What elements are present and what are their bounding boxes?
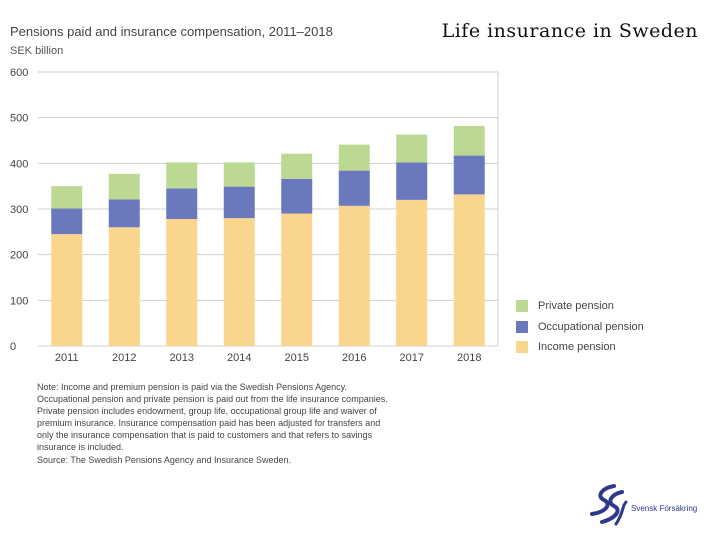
- bar-segment: [223, 218, 255, 346]
- legend-item: Income pension: [516, 337, 644, 358]
- bar-segment: [396, 134, 428, 163]
- y-tick-label: 600: [10, 67, 28, 79]
- x-tick-label: 2012: [112, 352, 136, 364]
- x-tick-label: 2013: [170, 352, 194, 364]
- logo: Svensk Försäkring: [584, 482, 704, 528]
- legend-swatch: [516, 341, 528, 354]
- bar-segment: [453, 155, 485, 195]
- bar-segment: [166, 188, 198, 220]
- chart-note: Note: Income and premium pension is paid…: [37, 381, 457, 466]
- x-tick-label: 2017: [400, 352, 424, 364]
- bar-segment: [223, 162, 255, 187]
- x-tick-label: 2016: [342, 352, 366, 364]
- bar-segment: [51, 208, 83, 235]
- bar-segment: [108, 199, 140, 228]
- bar-segment: [396, 162, 428, 200]
- note-line: Occupational pension and private pension…: [37, 394, 388, 405]
- x-tick-label: 2011: [55, 352, 79, 364]
- note-line: only the insurance compensation that is …: [37, 430, 373, 441]
- y-tick-label: 300: [10, 204, 28, 216]
- bar-segment: [453, 194, 485, 346]
- bar-segment: [166, 219, 198, 346]
- note-line: Private pension includes endowment, grou…: [37, 406, 377, 417]
- legend-item: Private pension: [516, 296, 644, 317]
- bar-segment: [338, 144, 370, 171]
- legend-swatch: [516, 320, 528, 333]
- chart-legend: Private pension Occupational pension Incom…: [516, 296, 644, 358]
- bar-segment: [453, 125, 485, 156]
- x-tick-label: 2015: [285, 352, 309, 364]
- logo-text: Svensk Försäkring: [631, 504, 698, 513]
- bar-segment: [108, 227, 140, 346]
- slide-title: Life insurance in Sweden: [441, 20, 698, 42]
- note-line: Note: Income and premium pension is paid…: [37, 382, 348, 392]
- chart-title: Pensions paid and insurance compensation…: [10, 24, 333, 39]
- legend-label: Private pension: [538, 300, 614, 313]
- y-tick-label: 100: [10, 295, 28, 307]
- legend-item: Occupational pension: [516, 317, 644, 338]
- legend-label: Occupational pension: [538, 320, 644, 333]
- y-tick-label: 200: [10, 250, 28, 262]
- bar-segment: [338, 205, 370, 346]
- note-line: premium insurance. Insurance compensatio…: [37, 418, 381, 429]
- svensk-forsakring-logo-icon: [590, 484, 628, 526]
- bar-segment: [51, 186, 83, 209]
- x-tick-label: 2014: [227, 352, 251, 364]
- bar-segment: [281, 213, 313, 346]
- y-tick-label: 500: [10, 113, 28, 125]
- bar-segment: [108, 173, 140, 200]
- y-tick-label: 400: [10, 158, 28, 170]
- y-axis-unit-label: SEK billion: [10, 45, 64, 57]
- bar-segment: [166, 162, 198, 189]
- y-tick-label: 0: [10, 341, 16, 353]
- bar-segment: [51, 234, 83, 346]
- x-tick-label: 2018: [457, 352, 481, 364]
- bar-segment: [281, 178, 313, 214]
- note-line: Source: The Swedish Pensions Agency and …: [37, 454, 291, 465]
- bar-segment: [396, 199, 428, 346]
- legend-swatch: [516, 300, 528, 313]
- bar-segment: [338, 170, 370, 206]
- note-line: insurance is included.: [37, 442, 124, 453]
- legend-label: Income pension: [538, 341, 616, 354]
- bar-segment: [223, 186, 255, 219]
- bar-segment: [281, 153, 313, 179]
